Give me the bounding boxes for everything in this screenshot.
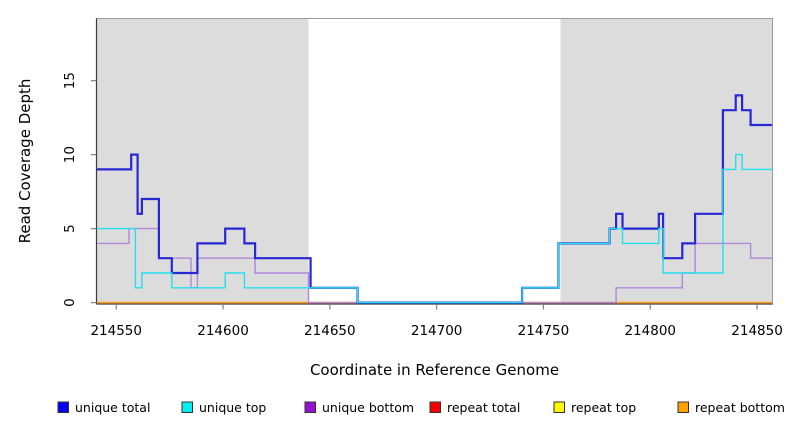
y-tick-label: 0 [62, 298, 78, 307]
x-tick-label: 214850 [731, 323, 783, 339]
x-tick-label: 214750 [518, 323, 570, 339]
legend-swatch-unique-total [57, 401, 69, 413]
legend-layer: unique total unique top unique bottom repea… [57, 400, 785, 415]
legend-label-repeat-bottom: repeat bottom [695, 400, 785, 415]
x-axis-title: Coordinate in Reference Genome [310, 361, 559, 379]
series-lines-layer [97, 94, 772, 304]
legend-swatch-repeat-top [553, 401, 565, 413]
y-axis-title: Read Coverage Depth [16, 79, 34, 244]
plot-box-layer [95, 18, 773, 305]
y-tick-label: 15 [62, 72, 78, 89]
shaded-region-left [97, 18, 309, 304]
shaded-region-right [560, 18, 772, 304]
y-tick-label: 5 [62, 224, 78, 233]
x-tick-label: 214700 [411, 323, 463, 339]
legend-label-unique-bottom: unique bottom [322, 400, 414, 415]
y-tick-label: 10 [62, 146, 78, 163]
legend-swatch-unique-bottom [304, 401, 316, 413]
legend-label-unique-total: unique total [75, 400, 150, 415]
shaded-regions-layer [97, 18, 772, 304]
x-tick-label: 214650 [304, 323, 356, 339]
legend-swatch-repeat-total [429, 401, 441, 413]
x-tick-label: 214800 [624, 323, 676, 339]
legend-label-repeat-top: repeat top [571, 400, 636, 415]
x-tick-label: 214600 [197, 323, 249, 339]
axes-layer: 214550 214600 214650 214700 214750 214800 2148… [62, 72, 783, 339]
legend-label-unique-top: unique top [199, 400, 266, 415]
legend-swatch-repeat-bottom [677, 401, 689, 413]
legend-swatch-unique-top [181, 401, 193, 413]
x-tick-label: 214550 [90, 323, 142, 339]
legend-label-repeat-total: repeat total [447, 400, 520, 415]
series-line-unique-top [97, 153, 772, 304]
